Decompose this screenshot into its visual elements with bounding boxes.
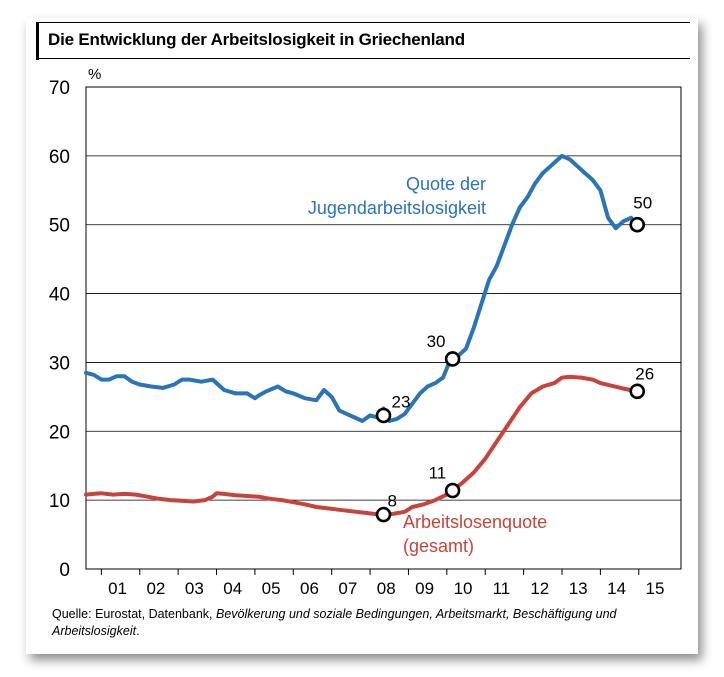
x-tick-label: 15 <box>646 579 665 598</box>
x-tick-label: 06 <box>300 579 319 598</box>
youth-series-label: Jugendarbeitslosigkeit <box>308 198 486 218</box>
data-label: 30 <box>427 332 446 351</box>
x-tick-label: 13 <box>569 579 588 598</box>
y-tick-label: 0 <box>59 560 70 581</box>
data-label: 8 <box>388 492 397 511</box>
data-marker <box>375 506 392 523</box>
total-series-label: (gesamt) <box>403 536 474 556</box>
x-tick-label: 01 <box>108 579 127 598</box>
x-tick-label: 05 <box>262 579 281 598</box>
chart-title: Die Entwicklung der Arbeitslosigkeit in … <box>48 30 465 49</box>
top-rule <box>36 22 690 23</box>
x-tick-label: 07 <box>338 579 357 598</box>
y-tick-label: 40 <box>49 285 70 306</box>
y-tick-label: 60 <box>49 147 70 168</box>
x-tick-label: 03 <box>185 579 204 598</box>
y-tick-label: 20 <box>49 422 70 443</box>
title-accent-bar <box>36 22 39 60</box>
x-tick-label: 10 <box>454 579 473 598</box>
plot-frame <box>85 86 682 570</box>
chart-card <box>26 18 698 654</box>
data-label: 50 <box>633 194 652 213</box>
data-marker <box>375 407 392 424</box>
x-tick-label: 14 <box>607 579 626 598</box>
x-tick-label: 02 <box>146 579 165 598</box>
y-tick-label: 70 <box>49 78 70 99</box>
data-label: 26 <box>635 364 654 383</box>
x-tick-label: 12 <box>530 579 549 598</box>
x-tick-label: 04 <box>223 579 242 598</box>
data-label: 23 <box>392 392 411 411</box>
source-note: Quelle: Eurostat, Datenbank, Bevölkerung… <box>52 606 692 640</box>
source-italic: Bevölkerung und soziale Bedingungen, Arb… <box>52 607 617 638</box>
title-underline <box>36 58 690 59</box>
total-unemployment-line <box>84 374 640 517</box>
data-marker <box>444 351 461 367</box>
y-tick-label: 50 <box>49 216 70 237</box>
x-tick-label: 09 <box>415 579 434 598</box>
source-suffix: . <box>136 624 140 638</box>
data-label: 11 <box>429 464 447 483</box>
source-prefix: Quelle: Eurostat, Datenbank, <box>52 607 216 621</box>
y-tick-label: 30 <box>49 353 70 374</box>
youth-series-label: Quote der <box>406 174 486 194</box>
x-tick-label: 08 <box>377 579 396 598</box>
y-axis-label: % <box>88 66 101 83</box>
data-marker <box>629 216 646 233</box>
y-tick-label: 10 <box>49 491 70 512</box>
data-marker <box>629 383 646 400</box>
data-marker <box>444 482 461 499</box>
total-series-label: Arbeitslosenquote <box>403 512 547 532</box>
x-tick-label: 11 <box>493 579 511 598</box>
